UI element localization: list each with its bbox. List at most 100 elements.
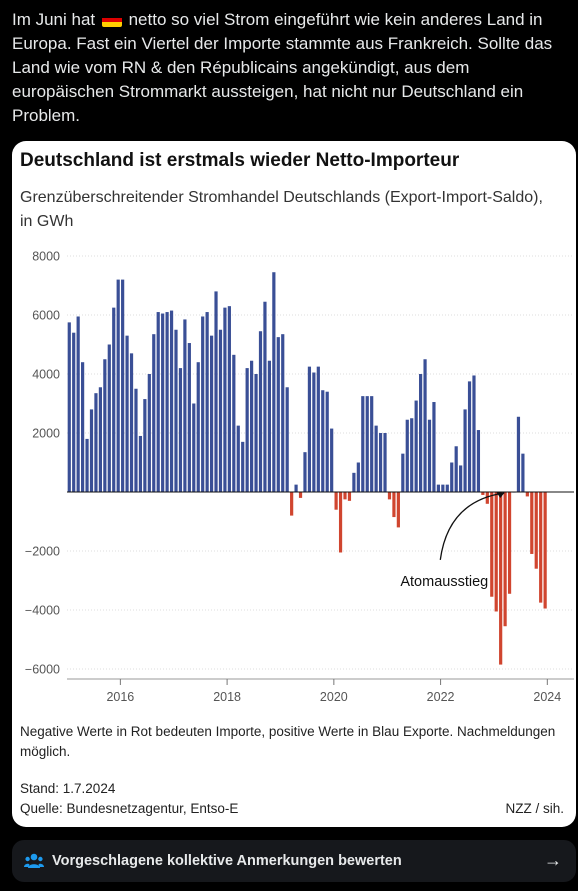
bar xyxy=(432,402,436,492)
bar xyxy=(534,492,538,569)
bar xyxy=(374,425,378,493)
bar xyxy=(303,452,307,492)
flag-stripe-black xyxy=(101,13,122,18)
bar xyxy=(414,400,418,492)
bar xyxy=(441,484,445,493)
bar xyxy=(494,492,498,612)
bar xyxy=(481,492,485,495)
bar xyxy=(450,462,454,492)
bar xyxy=(263,301,267,492)
bar xyxy=(209,335,214,492)
bar xyxy=(152,334,156,492)
bar xyxy=(254,374,258,492)
bar xyxy=(290,492,294,516)
bar xyxy=(76,316,80,492)
bar xyxy=(285,387,289,492)
germany-flag-icon xyxy=(101,13,122,27)
bar xyxy=(330,428,334,492)
bar xyxy=(298,492,303,498)
bar xyxy=(321,390,325,492)
bar xyxy=(98,387,102,492)
bar xyxy=(467,381,472,493)
x-tick-label: 2020 xyxy=(320,690,348,704)
bar xyxy=(445,484,449,493)
x-tick-label: 2018 xyxy=(213,690,241,704)
bar xyxy=(423,359,427,492)
bar xyxy=(214,291,218,492)
bar xyxy=(530,492,534,554)
bar xyxy=(161,313,165,492)
bar xyxy=(396,492,400,528)
bar xyxy=(232,354,236,492)
chart-title: Deutschland ist erstmals wieder Netto-Im… xyxy=(20,150,460,171)
bar xyxy=(352,472,356,492)
bar xyxy=(165,312,169,492)
community-notes-label: Vorgeschlagene kollektive Anmerkungen be… xyxy=(52,853,402,869)
bar xyxy=(427,419,432,492)
chart-credit: NZZ / sih. xyxy=(505,801,564,816)
bar xyxy=(187,343,191,492)
x-tick-label: 2024 xyxy=(533,690,561,704)
bar xyxy=(169,310,174,492)
bar xyxy=(258,331,263,492)
x-tick-label: 2022 xyxy=(427,690,455,704)
bar xyxy=(356,462,360,492)
bar xyxy=(525,492,529,497)
bar xyxy=(392,492,396,518)
people-icon xyxy=(24,853,44,868)
bar xyxy=(334,492,338,510)
bar xyxy=(241,441,245,492)
bar xyxy=(410,418,414,492)
bar xyxy=(112,307,116,493)
bar xyxy=(454,446,458,492)
chart-subtitle: Grenzüberschreitender Stromhandel Deutsc… xyxy=(20,189,543,230)
bar xyxy=(116,279,120,492)
bar xyxy=(272,272,276,492)
community-notes-button[interactable]: Vorgeschlagene kollektive Anmerkungen be… xyxy=(12,840,576,882)
chart-stand-date: Stand: 1.7.2024 xyxy=(20,781,116,796)
bar xyxy=(543,492,547,609)
bar xyxy=(107,344,111,492)
bar xyxy=(378,433,383,492)
x-tick-label: 2016 xyxy=(106,690,134,704)
bar xyxy=(227,306,231,492)
flag-stripe-gold xyxy=(101,22,122,27)
bar xyxy=(370,396,374,493)
bar xyxy=(103,359,107,492)
bar xyxy=(463,409,467,492)
bar xyxy=(223,307,227,493)
bar xyxy=(347,492,352,501)
arrow-right-icon[interactable]: → xyxy=(544,850,562,870)
bar xyxy=(316,366,320,493)
bar xyxy=(405,419,409,492)
bar xyxy=(325,391,329,492)
chart-card[interactable]: 8000 6000 4000 2000 −2000 −4000 −6000 2016 2018 2… xyxy=(12,141,576,827)
bar xyxy=(507,492,512,594)
bar xyxy=(521,453,525,492)
chart-note: Negative Werte in Rot bedeuten Importe, … xyxy=(20,724,556,759)
bar xyxy=(94,393,98,492)
bar xyxy=(129,353,134,492)
bar xyxy=(539,492,543,603)
y-tick-label: −6000 xyxy=(25,663,60,677)
bar xyxy=(281,334,285,492)
bar xyxy=(503,492,507,627)
bar-chart: 8000 6000 4000 2000 −2000 −4000 −6000 2016 2018 2… xyxy=(25,250,574,704)
bar xyxy=(365,396,369,493)
bar xyxy=(459,465,463,492)
chart-source: Quelle: Bundesnetzagentur, Entso-E xyxy=(20,801,239,816)
bar xyxy=(183,319,187,492)
bar xyxy=(236,425,240,493)
bar xyxy=(121,279,125,492)
y-tick-label: 4000 xyxy=(32,368,60,382)
bar xyxy=(307,366,312,493)
bar xyxy=(147,374,151,492)
bar xyxy=(143,399,147,492)
bar xyxy=(476,430,481,492)
bar xyxy=(401,453,405,492)
bar xyxy=(361,396,365,493)
bar xyxy=(490,492,494,597)
bar xyxy=(218,329,223,492)
bar xyxy=(72,332,76,492)
bar xyxy=(81,362,85,492)
